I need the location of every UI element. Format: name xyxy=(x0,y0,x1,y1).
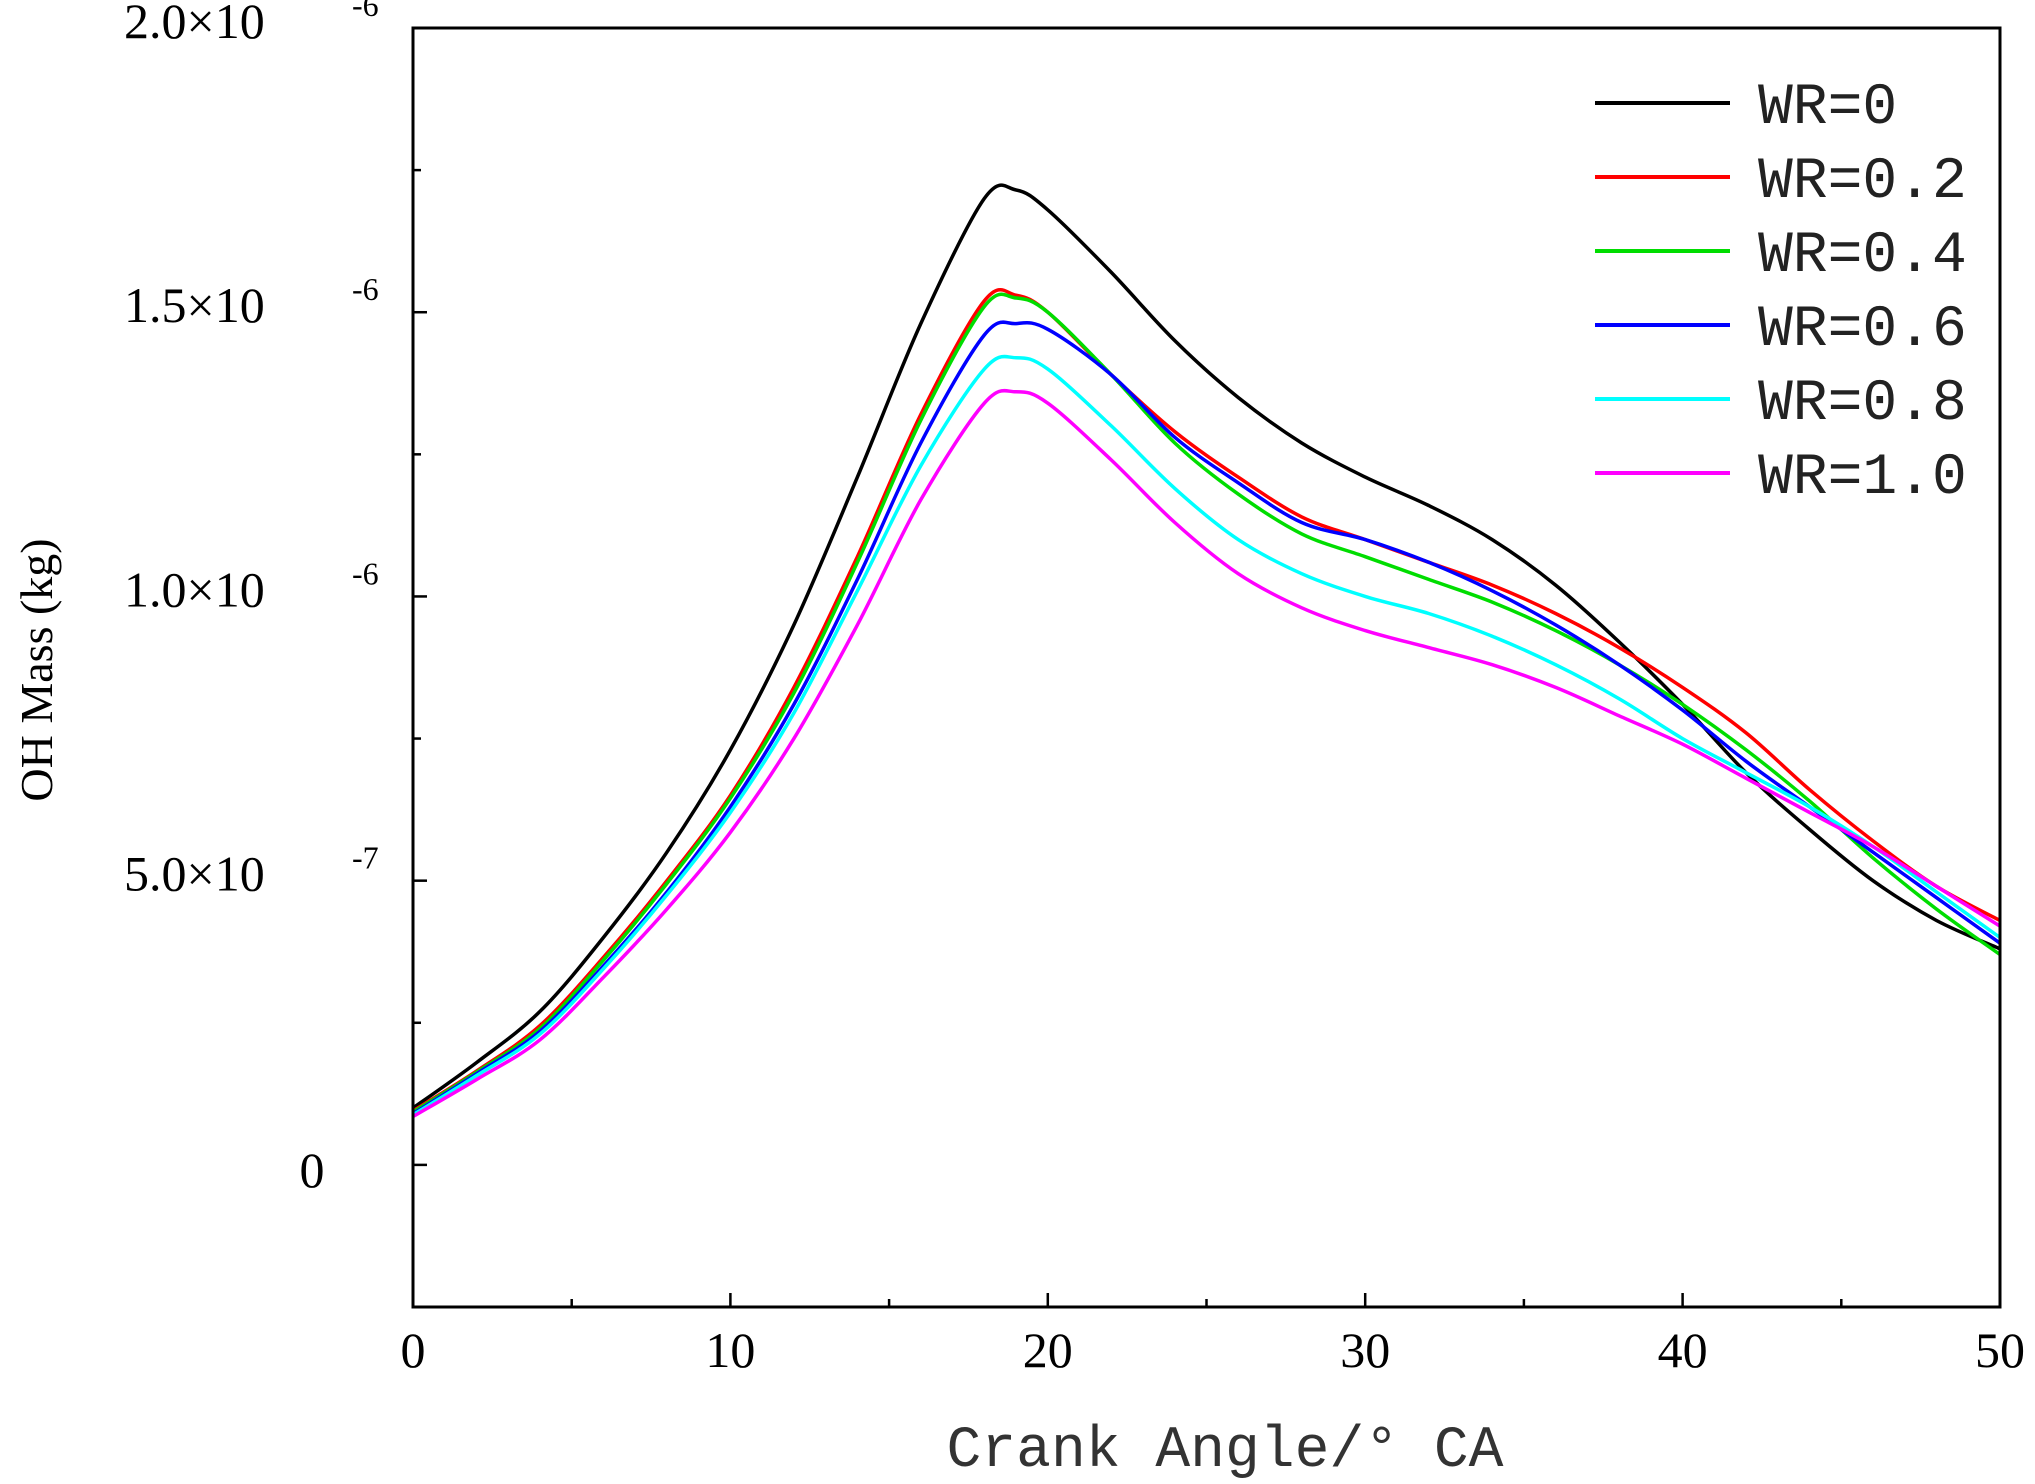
x-tick-label: 10 xyxy=(705,1322,755,1378)
legend-label-4: WR=0.8 xyxy=(1758,372,1967,437)
legend-label-5: WR=1.0 xyxy=(1758,446,1967,511)
y-tick-exponent: -6 xyxy=(352,555,379,591)
legend-label-2: WR=0.4 xyxy=(1758,224,1967,289)
y-tick-exponent: -6 xyxy=(352,0,379,23)
y-tick-label: 1.0×10 xyxy=(124,561,265,617)
series-line-3 xyxy=(412,320,2002,1116)
x-tick-label: 50 xyxy=(1975,1322,2025,1378)
x-axis-label: Crank Angle/° CA xyxy=(947,1419,1504,1484)
x-tick-label: 0 xyxy=(401,1322,426,1378)
legend: WR=0 WR=0.2 WR=0.4 WR=0.6 WR=0.8 WR=1.0 xyxy=(1595,76,1967,511)
y-tick-label: 2.0×10 xyxy=(124,0,265,49)
x-tick-label: 40 xyxy=(1658,1322,1708,1378)
axes-layer: 0 10 20 30 40 50 0 5.0×10 -7 1.0×10 -6 1.5×10 -6 2.0×… xyxy=(124,0,2025,1378)
y-tick-exponent: -7 xyxy=(352,840,379,876)
y-tick-exponent: -6 xyxy=(352,271,379,307)
y-tick-label: 0 xyxy=(300,1142,325,1198)
series-line-4 xyxy=(412,354,2002,1117)
y-axis-label: OH Mass (kg) xyxy=(11,538,62,801)
legend-label-3: WR=0.6 xyxy=(1758,298,1967,363)
series-line-5 xyxy=(412,388,2001,1119)
series-line-2 xyxy=(412,292,2002,1114)
y-tick-label: 1.5×10 xyxy=(124,277,265,333)
legend-label-1: WR=0.2 xyxy=(1758,150,1967,215)
y-tick-label: 5.0×10 xyxy=(124,846,265,902)
x-tick-label: 20 xyxy=(1023,1322,1073,1378)
series-line-0 xyxy=(411,183,2001,1110)
series-layer xyxy=(411,183,2002,1119)
legend-label-0: WR=0 xyxy=(1758,76,1897,141)
x-tick-label: 30 xyxy=(1340,1322,1390,1378)
